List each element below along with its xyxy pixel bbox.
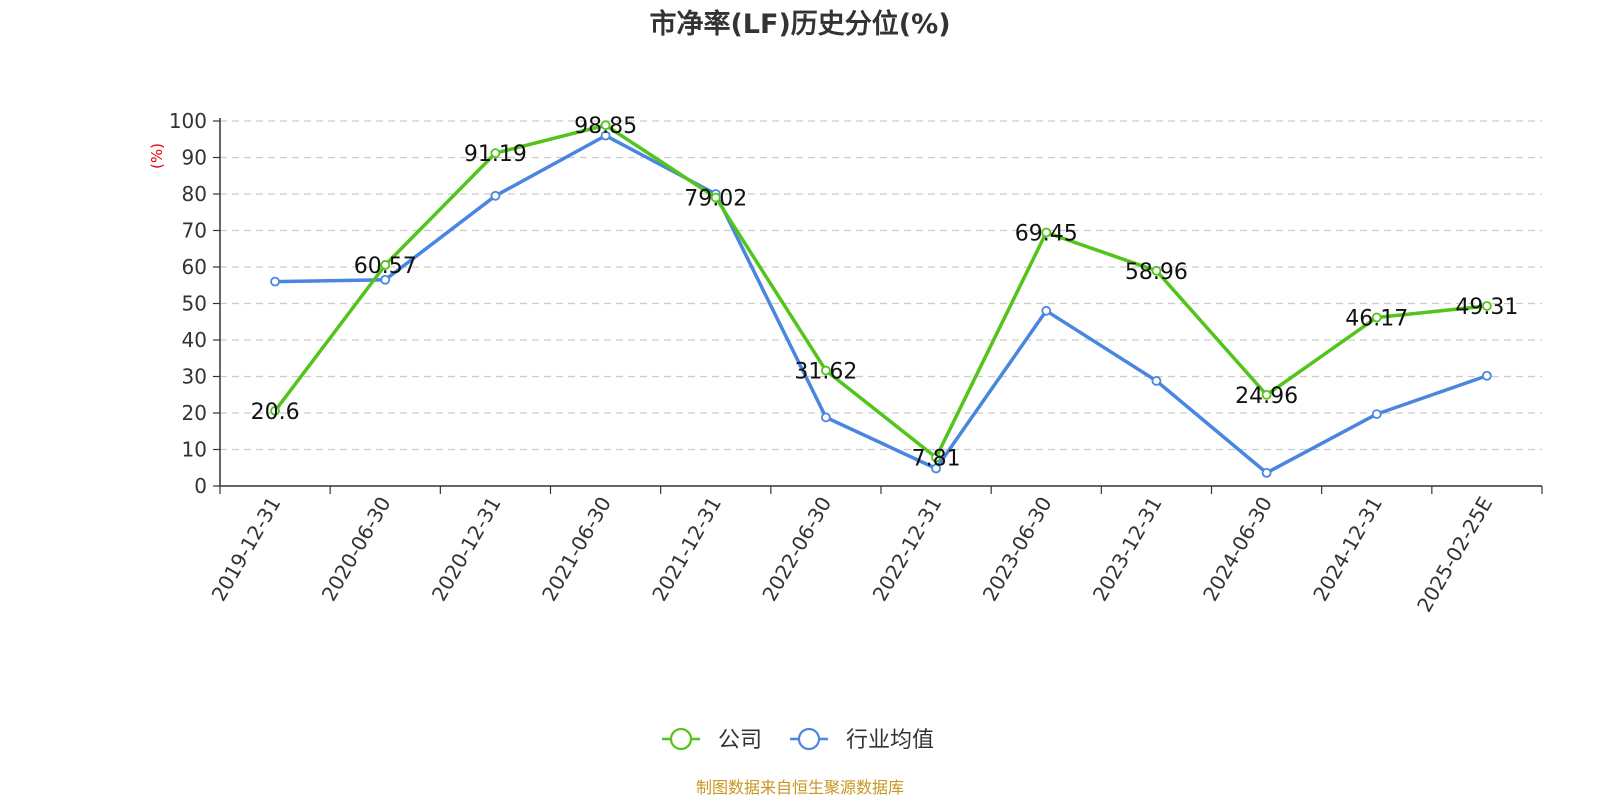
x-tick-label: 2020-12-31 bbox=[427, 492, 506, 605]
x-tick-label: 2023-06-30 bbox=[978, 493, 1057, 606]
x-tick-label: 2024-06-30 bbox=[1198, 493, 1277, 606]
x-tick-label: 2024-12-31 bbox=[1308, 493, 1387, 606]
data-label: 20.6 bbox=[251, 400, 300, 425]
y-tick-label: 80 bbox=[182, 182, 207, 206]
x-tick-label: 2022-12-31 bbox=[868, 492, 947, 605]
source-note: 制图数据来自恒生聚源数据库 bbox=[696, 778, 904, 797]
data-label: 31.62 bbox=[794, 360, 857, 385]
x-tick-label: 2025-02-25E bbox=[1412, 493, 1497, 617]
data-point[interactable] bbox=[270, 405, 280, 416]
y-tick-label: 20 bbox=[182, 401, 207, 425]
legend-label: 公司 bbox=[718, 728, 762, 753]
x-tick-label: 2023-12-31 bbox=[1088, 493, 1167, 606]
data-label: 60.57 bbox=[354, 254, 417, 279]
data-label: 98.85 bbox=[574, 114, 637, 139]
y-tick-label: 70 bbox=[182, 219, 207, 243]
y-tick-label: 30 bbox=[182, 365, 207, 389]
data-point[interactable] bbox=[1041, 305, 1052, 316]
data-point[interactable] bbox=[1151, 375, 1162, 386]
y-tick-label: 40 bbox=[182, 328, 207, 352]
data-point[interactable] bbox=[600, 120, 611, 131]
data-point[interactable] bbox=[1371, 409, 1382, 419]
data-point[interactable] bbox=[821, 365, 831, 376]
data-label: 79.02 bbox=[684, 187, 747, 212]
legend-label: 行业均值 bbox=[846, 728, 934, 753]
data-label: 7.81 bbox=[912, 446, 961, 471]
y-tick-label: 0 bbox=[194, 474, 207, 498]
chart-title: 市净率(LF)历史分位(%) bbox=[649, 8, 950, 40]
x-tick-label: 2019-12-31 bbox=[207, 493, 286, 606]
data-label: 58.96 bbox=[1125, 260, 1188, 285]
y-tick-label: 50 bbox=[182, 292, 207, 316]
data-point[interactable] bbox=[821, 412, 831, 423]
data-point[interactable] bbox=[270, 276, 280, 287]
data-point[interactable] bbox=[1261, 389, 1272, 400]
y-axis-label: (%) bbox=[148, 143, 166, 169]
data-labels: 20.6 60.57 91.19 98.85 79.02 31.62 7.81 69.45 58… bbox=[251, 114, 1519, 471]
data-point[interactable] bbox=[1151, 265, 1162, 276]
y-tick-label: 90 bbox=[182, 146, 207, 170]
series-line-1[interactable] bbox=[275, 133, 1488, 475]
data-point[interactable] bbox=[931, 452, 941, 463]
x-tick-label: 2021-12-31 bbox=[647, 493, 726, 606]
data-label: 91.19 bbox=[464, 142, 527, 167]
data-point[interactable] bbox=[600, 130, 611, 141]
data-point[interactable] bbox=[490, 190, 501, 201]
x-tick-label: 2021-06-30 bbox=[537, 493, 616, 606]
legend-item-1[interactable]: 行业均值 bbox=[790, 727, 934, 753]
data-label: 46.17 bbox=[1345, 306, 1408, 331]
x-tick-label: 2020-06-30 bbox=[317, 493, 396, 606]
data-point[interactable] bbox=[380, 274, 391, 285]
legend-marker bbox=[797, 727, 821, 751]
y-tick-label: 10 bbox=[182, 438, 207, 462]
legend-marker bbox=[669, 727, 693, 751]
data-point[interactable] bbox=[1041, 227, 1052, 238]
series-layer bbox=[270, 120, 1492, 478]
data-point[interactable] bbox=[931, 463, 941, 474]
y-tick-label: 60 bbox=[182, 255, 207, 279]
data-label: 69.45 bbox=[1015, 222, 1078, 247]
data-point[interactable] bbox=[1371, 312, 1382, 323]
grid-lines bbox=[220, 120, 1542, 451]
y-tick-label: 100 bbox=[169, 109, 207, 133]
data-point[interactable] bbox=[1482, 301, 1492, 311]
x-tick-label: 2022-06-30 bbox=[757, 493, 836, 606]
legend[interactable]: 公司 行业均值 bbox=[662, 727, 934, 753]
data-point[interactable] bbox=[710, 192, 721, 203]
series-line-0[interactable] bbox=[273, 123, 1488, 460]
data-point[interactable] bbox=[380, 260, 391, 270]
data-label: 49.31 bbox=[1455, 295, 1518, 320]
legend-item-0[interactable]: 公司 bbox=[662, 727, 762, 753]
data-point[interactable] bbox=[1261, 467, 1272, 478]
data-point[interactable] bbox=[490, 148, 501, 159]
data-label: 24.96 bbox=[1235, 384, 1298, 409]
data-point[interactable] bbox=[1482, 370, 1492, 381]
